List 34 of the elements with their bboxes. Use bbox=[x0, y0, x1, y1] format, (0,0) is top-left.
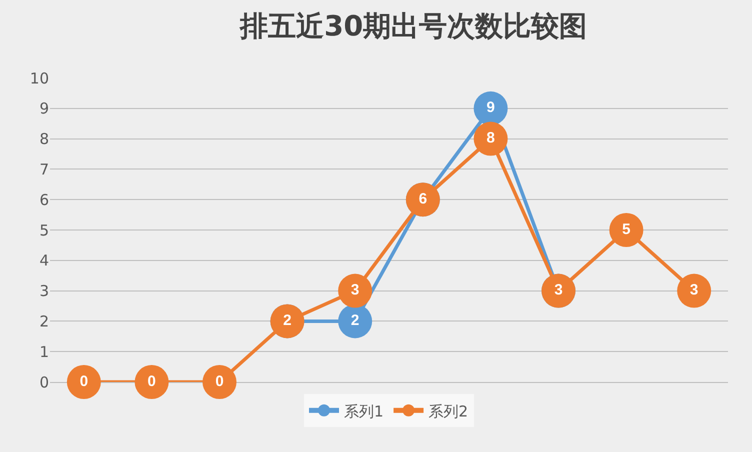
y-tick-label: 4 bbox=[39, 252, 49, 270]
point bbox=[338, 274, 372, 308]
point bbox=[202, 365, 236, 399]
point bbox=[134, 365, 169, 399]
data-label: 5 bbox=[622, 220, 630, 238]
y-tick-label: 7 bbox=[39, 160, 49, 178]
point bbox=[677, 274, 712, 308]
data-label: 0 bbox=[148, 372, 156, 390]
y-tick-label: 5 bbox=[39, 221, 49, 240]
chart-title: 排五近30期出号次数比较图 bbox=[239, 9, 588, 42]
legend-label: 系列2 bbox=[428, 402, 468, 420]
data-label: 8 bbox=[486, 130, 495, 147]
data-label: 0 bbox=[80, 372, 88, 390]
data-label: 3 bbox=[554, 282, 563, 299]
y-tick-label: 1 bbox=[39, 342, 49, 361]
point bbox=[66, 365, 101, 399]
y-tick-label: 8 bbox=[39, 130, 49, 148]
data-label: 3 bbox=[690, 282, 698, 299]
y-tick-label: 2 bbox=[39, 312, 49, 330]
point bbox=[474, 122, 508, 156]
y-tick-label: 9 bbox=[39, 100, 49, 118]
data-label: 0 bbox=[215, 372, 224, 390]
data-label: 2 bbox=[283, 312, 292, 329]
y-tick-label: 10 bbox=[30, 69, 49, 88]
y-tick-label: 3 bbox=[39, 282, 49, 300]
data-label: 3 bbox=[350, 282, 360, 299]
point bbox=[338, 304, 372, 338]
data-label: 9 bbox=[486, 99, 495, 116]
legend-label: 系列1 bbox=[344, 402, 384, 420]
point bbox=[609, 213, 644, 247]
data-label: 2 bbox=[350, 312, 360, 329]
data-label: 6 bbox=[418, 190, 428, 208]
y-tick-label: 0 bbox=[39, 373, 49, 392]
y-tick-label: 6 bbox=[39, 190, 49, 209]
